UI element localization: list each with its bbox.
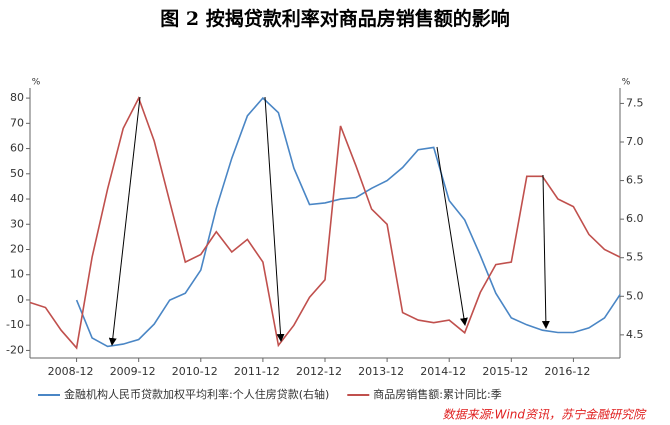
y-tick-label: 60 [10,142,24,155]
y-tick-label: 10 [10,268,24,281]
annotation-arrow [436,146,468,326]
series-line [75,96,621,348]
y-tick-label: 80 [10,91,24,104]
x-tick-label: 2012-12 [296,365,342,378]
x-tick-label: 2015-12 [482,365,528,378]
series-line [29,96,621,350]
y-tick-label: 20 [10,242,24,255]
x-tick-label: 2014-12 [420,365,466,378]
source-note: 数据来源:Wind资讯，苏宁金融研究院 [443,408,647,422]
y2-tick-label: 4.5 [626,328,644,341]
y-unit: % [32,78,41,88]
legend-label: 商品房销售额:累计同比:季 [373,387,501,401]
y-tick-label: 30 [10,217,24,230]
chart-title: 图 2 按揭贷款利率对商品房销售额的影响 [160,7,509,30]
annotation-arrow [108,96,141,346]
x-tick-label: 2008-12 [48,365,94,378]
y2-tick-label: 6.0 [626,212,644,225]
legend-label: 金融机构人民币贷款加权平均利率:个人住房贷款(右轴) [64,387,329,401]
annotation-arrow [264,96,285,342]
annotation-arrow [541,174,550,329]
x-tick-label: 2011-12 [234,365,280,378]
y-tick-label: 40 [10,192,24,205]
y-tick-label: -10 [6,318,24,331]
y2-tick-label: 6.5 [626,174,644,187]
x-tick-label: 2016-12 [544,365,590,378]
y2-tick-label: 7.5 [626,96,644,109]
y2-unit: % [622,78,631,88]
y-tick-label: 50 [10,167,24,180]
y-tick-label: -20 [6,343,24,356]
y2-tick-label: 7.0 [626,135,644,148]
y-tick-label: 0 [17,293,24,306]
y2-tick-label: 5.5 [626,251,644,264]
x-tick-label: 2013-12 [358,365,404,378]
x-tick-label: 2010-12 [172,365,218,378]
y2-tick-label: 5.0 [626,289,644,302]
x-tick-label: 2009-12 [110,365,156,378]
y-tick-label: 70 [10,116,24,129]
